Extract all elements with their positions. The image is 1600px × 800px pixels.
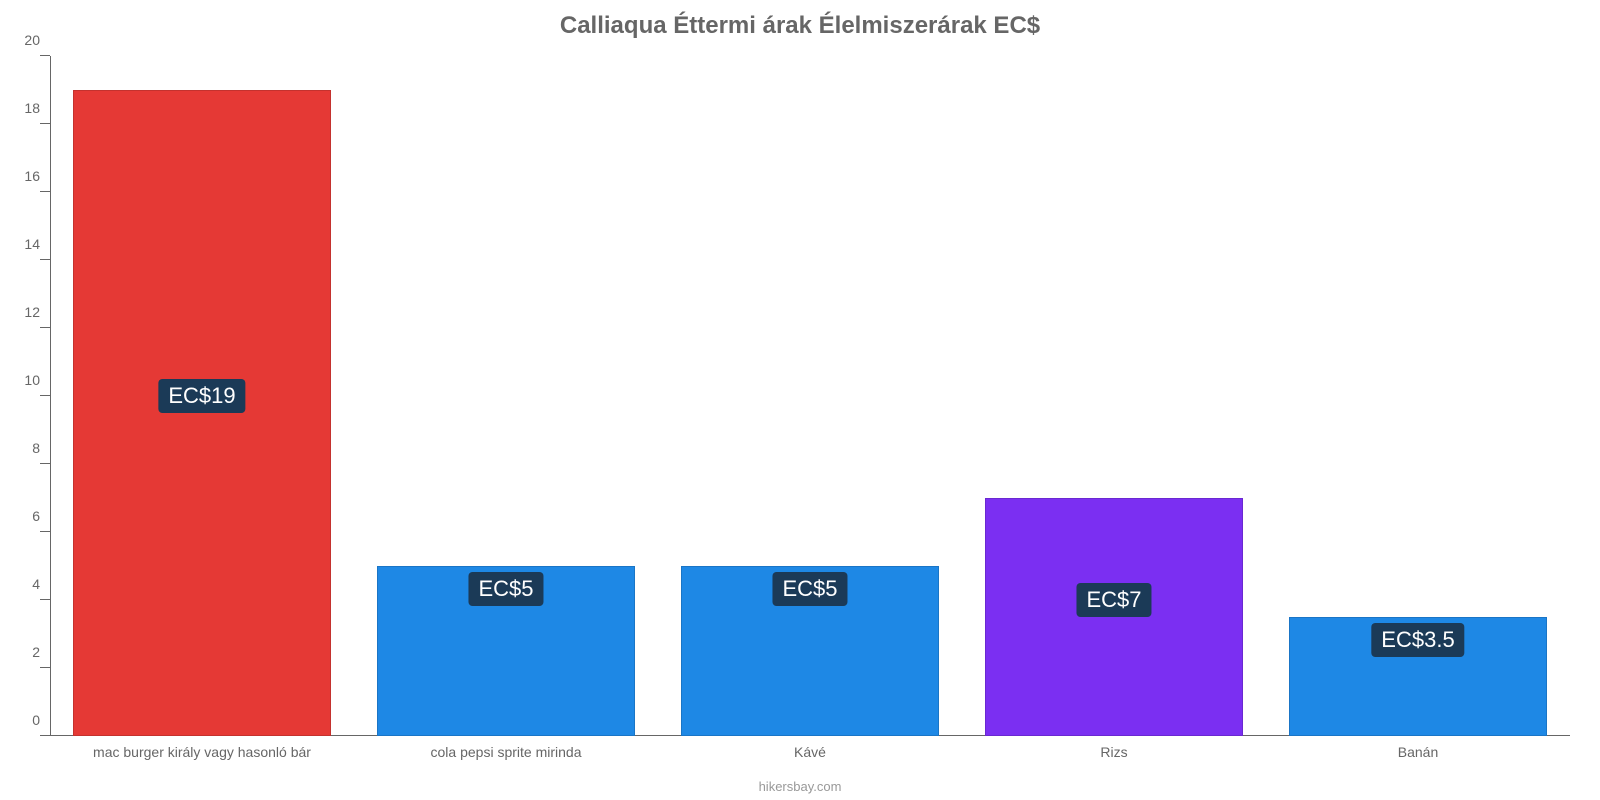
y-tick	[40, 55, 50, 56]
y-tick-label: 14	[10, 236, 40, 252]
x-tick-label: cola pepsi sprite mirinda	[431, 744, 582, 760]
x-tick-label: Rizs	[1100, 744, 1127, 760]
y-tick-label: 2	[10, 644, 40, 660]
y-tick-label: 18	[10, 100, 40, 116]
bar-slot: EC$5Kávé	[658, 56, 962, 736]
y-tick-label: 16	[10, 168, 40, 184]
bar-value-badge: EC$7	[1076, 583, 1151, 617]
y-tick	[40, 599, 50, 600]
bar-chart: Calliaqua Éttermi árak Élelmiszerárak EC…	[0, 0, 1600, 800]
y-tick-label: 8	[10, 440, 40, 456]
bars-container: EC$19mac burger király vagy hasonló bárE…	[50, 56, 1570, 736]
y-tick	[40, 191, 50, 192]
chart-footer: hikersbay.com	[0, 779, 1600, 794]
y-tick	[40, 463, 50, 464]
bar	[985, 498, 1243, 736]
chart-title: Calliaqua Éttermi árak Élelmiszerárak EC…	[0, 12, 1600, 40]
y-tick	[40, 531, 50, 532]
y-tick	[40, 327, 50, 328]
bar-value-badge: EC$5	[772, 572, 847, 606]
y-tick-label: 6	[10, 508, 40, 524]
y-tick-label: 0	[10, 712, 40, 728]
y-tick-label: 12	[10, 304, 40, 320]
y-tick-label: 20	[10, 32, 40, 48]
y-tick	[40, 735, 50, 736]
y-tick	[40, 667, 50, 668]
y-tick	[40, 123, 50, 124]
bar-slot: EC$19mac burger király vagy hasonló bár	[50, 56, 354, 736]
plot-area: 02468101214161820 EC$19mac burger király…	[50, 56, 1570, 736]
bar-slot: EC$3.5Banán	[1266, 56, 1570, 736]
bar	[73, 90, 331, 736]
y-tick	[40, 259, 50, 260]
bar-value-badge: EC$5	[468, 572, 543, 606]
bar-slot: EC$5cola pepsi sprite mirinda	[354, 56, 658, 736]
y-tick-label: 4	[10, 576, 40, 592]
bar-value-badge: EC$19	[158, 379, 245, 413]
x-tick-label: mac burger király vagy hasonló bár	[93, 744, 311, 760]
x-tick-label: Banán	[1398, 744, 1438, 760]
x-tick-label: Kávé	[794, 744, 826, 760]
bar-slot: EC$7Rizs	[962, 56, 1266, 736]
y-tick-label: 10	[10, 372, 40, 388]
y-tick	[40, 395, 50, 396]
bar-value-badge: EC$3.5	[1371, 623, 1464, 657]
